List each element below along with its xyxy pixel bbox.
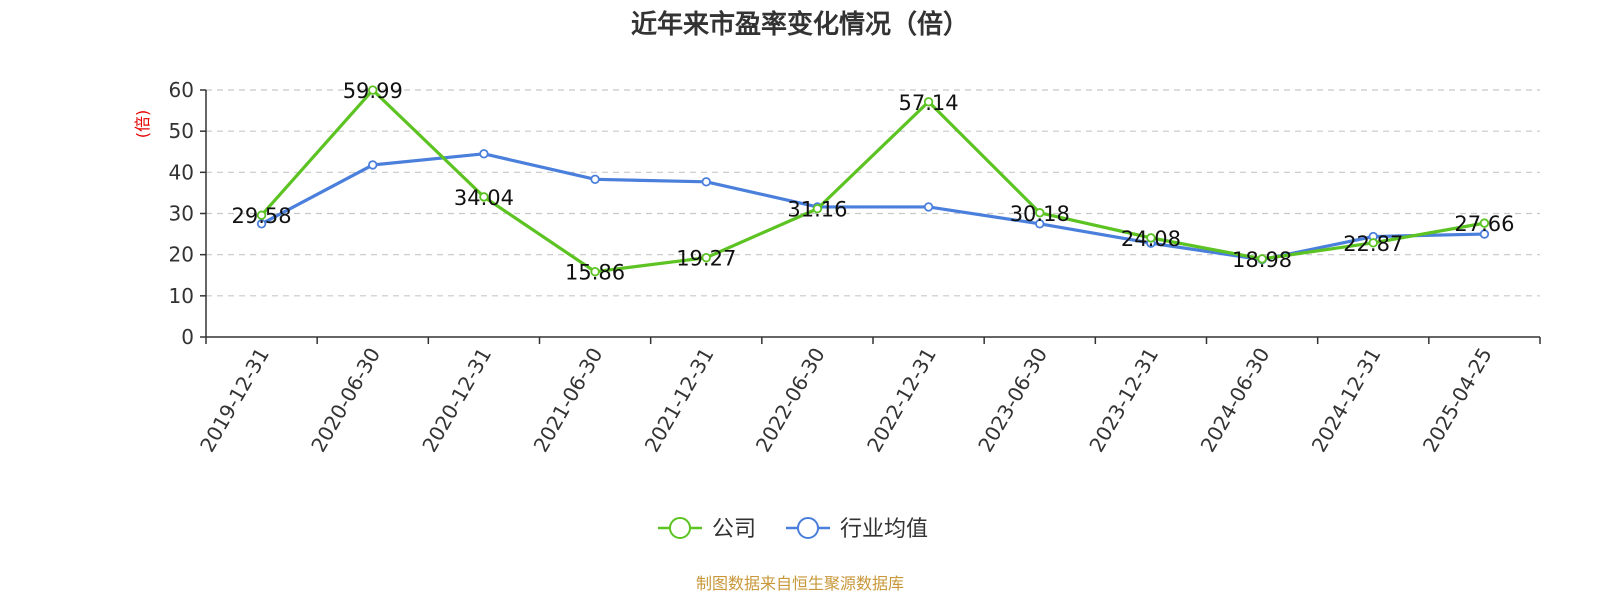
legend-label: 行业均值 [840,517,928,542]
x-tick-label: 2021-06-30 [529,344,608,457]
data-point[interactable] [701,177,711,187]
legend-marker [797,517,819,539]
x-axis-ticks: 2019-12-31 2020-06-30 2020-12-31 2021-06-30… [195,337,1541,457]
legend-item-0[interactable]: 公司 [658,517,756,542]
x-tick-label: 2024-12-31 [1307,344,1386,457]
source-note: 制图数据来自恒生聚源数据库 [696,574,904,593]
data-label: 30.18 [1010,202,1070,226]
series-group [256,85,1490,277]
legend-marker [669,517,691,539]
x-tick-label: 2019-12-31 [195,344,274,457]
data-label: 15.86 [565,261,625,285]
data-point[interactable] [1035,219,1045,229]
grid-lines [206,89,1540,297]
data-label: 59.99 [343,79,403,103]
y-tick-label: 30 [169,202,194,226]
legend-label: 公司 [712,517,756,542]
data-point[interactable] [923,97,934,107]
data-point[interactable] [368,160,378,170]
x-tick-label: 2023-06-30 [973,344,1052,457]
data-label: 19.27 [676,247,736,271]
y-tick-label: 10 [169,284,194,308]
data-labels: 29.58 59.99 34.04 15.86 19.27 31.16 57.14 30.18… [232,79,1515,285]
chart-title: 近年来市盈率变化情况（倍） [631,9,969,40]
data-point[interactable] [256,210,267,220]
y-tick-label: 60 [169,78,194,102]
legend-item-1[interactable]: 行业均值 [786,517,928,542]
series-line [260,88,1485,274]
y-tick-label: 0 [181,325,194,349]
data-point[interactable] [368,85,378,95]
x-tick-label: 2025-04-25 [1418,344,1497,457]
x-tick-label: 2023-12-31 [1084,344,1163,457]
y-tick-label: 40 [169,160,194,184]
y-tick-label: 50 [169,119,194,143]
x-tick-label: 2020-12-31 [417,343,496,456]
x-tick-label: 2022-12-31 [862,343,941,456]
series-0 [256,85,1490,277]
x-tick-label: 2024-06-30 [1196,344,1275,457]
data-label: 27.66 [1454,212,1514,236]
data-point[interactable] [1479,229,1490,239]
data-label: 24.08 [1121,227,1181,251]
data-label: 22.87 [1343,232,1403,256]
data-point[interactable] [1146,233,1156,243]
x-tick-label: 2021-12-31 [640,344,719,457]
data-point[interactable] [590,267,600,277]
series-line [260,152,1485,262]
data-label: 31.16 [787,198,847,222]
data-label: 57.14 [899,91,959,115]
data-point[interactable] [1035,208,1045,218]
data-point[interactable] [1368,238,1378,248]
data-point[interactable] [812,204,823,214]
data-point[interactable] [701,252,711,263]
y-tick-label: 20 [169,243,194,267]
y-axis-label: (倍) [133,110,152,139]
data-point[interactable] [923,202,934,212]
y-axis-ticks: 0 10 20 30 40 50 60 [169,78,206,349]
data-point[interactable] [590,174,600,185]
data-label: 18.98 [1232,248,1292,272]
data-label: 29.58 [232,204,292,228]
series-1 [256,149,1490,265]
data-point[interactable] [479,192,489,202]
data-point[interactable] [1479,218,1490,228]
data-point[interactable] [479,149,489,159]
data-point[interactable] [1257,254,1267,264]
data-point[interactable] [256,219,267,229]
x-tick-label: 2020-06-30 [306,344,385,457]
legend[interactable]: 公司 行业均值 [658,517,928,542]
x-tick-label: 2022-06-30 [751,344,830,457]
data-label: 34.04 [454,186,514,210]
